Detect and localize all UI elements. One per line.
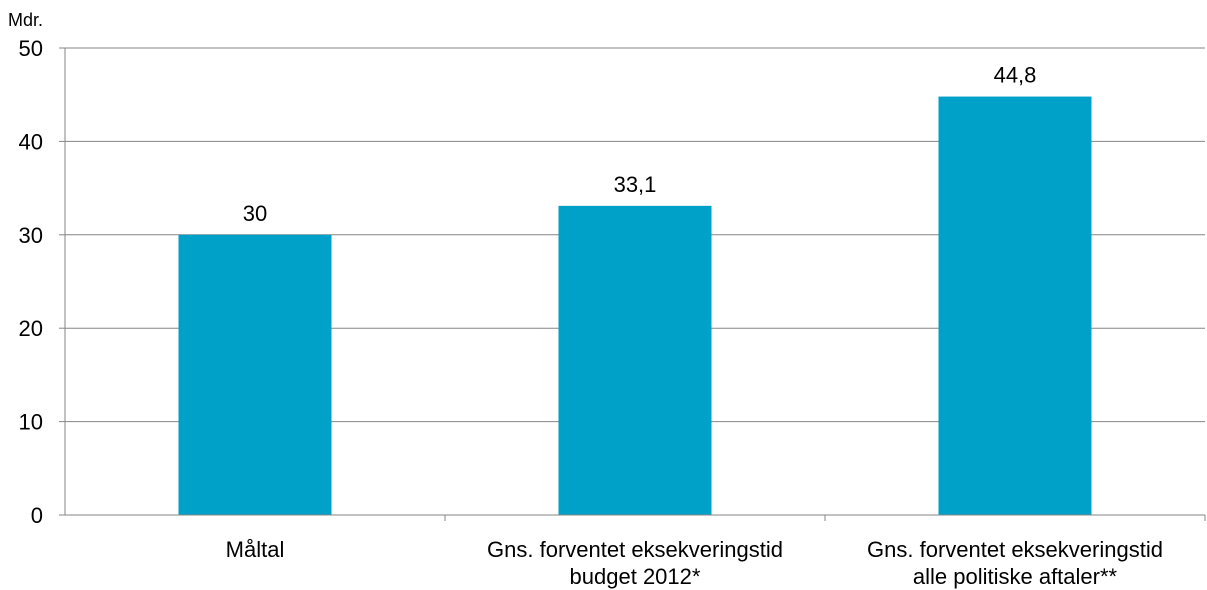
bar-1 <box>178 234 332 516</box>
bar-3 <box>938 96 1092 516</box>
x-category-label-1: Måltal <box>226 537 285 562</box>
x-category-label-2: Gns. forventet eksekveringstid budget 201… <box>487 537 783 589</box>
y-tick-label: 50 <box>19 36 43 61</box>
data-label-3: 44,8 <box>994 63 1037 88</box>
bar-2 <box>558 205 712 515</box>
y-tick-label: 20 <box>19 316 43 341</box>
y-tick-label: 0 <box>31 503 43 528</box>
bars <box>178 96 1092 516</box>
x-category-label-3: Gns. forventet eksekveringstid alle polit… <box>867 537 1163 589</box>
y-tick-label: 30 <box>19 223 43 248</box>
data-labels: 30 33,1 44,8 <box>243 63 1037 226</box>
data-label-2: 33,1 <box>614 172 657 197</box>
y-axis-ticks: 0 10 20 30 40 50 <box>19 36 65 528</box>
y-tick-label: 40 <box>19 129 43 154</box>
data-label-1: 30 <box>243 201 267 226</box>
y-tick-label: 10 <box>19 410 43 435</box>
x-axis-labels: Måltal Gns. forventet eksekveringstid budg… <box>226 515 1206 589</box>
y-axis-unit-label: Mdr. <box>8 10 43 30</box>
